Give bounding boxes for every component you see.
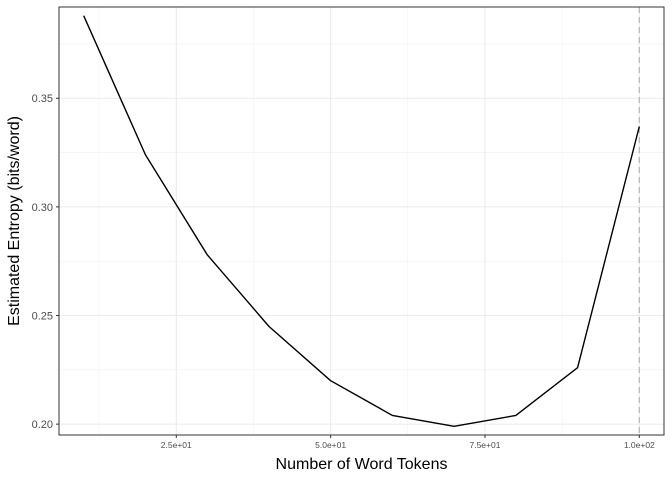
x-axis-title: Number of Word Tokens [276,456,448,473]
x-tick-label: 5.0e+01 [315,440,346,450]
x-tick-label: 7.5e+01 [469,440,500,450]
y-tick-label: 0.25 [32,311,53,323]
y-tick-label: 0.35 [32,93,53,105]
y-tick-label: 0.20 [32,419,53,431]
y-axis-title: Estimated Entropy (bits/word) [6,116,23,326]
minor-gridlines [59,7,664,435]
series-line [83,15,640,428]
y-tick-label: 0.30 [32,202,53,214]
series-layer [83,15,640,428]
x-tick-label: 2.5e+01 [161,440,192,450]
plot-panel-border [58,6,665,436]
y-axis-ticks: 0.20 0.25 0.30 0.35 [32,93,59,431]
x-tick-label: 1.0e+02 [624,440,655,450]
x-axis-ticks: 2.5e+01 5.0e+01 7.5e+01 1.0e+02 [161,435,655,450]
